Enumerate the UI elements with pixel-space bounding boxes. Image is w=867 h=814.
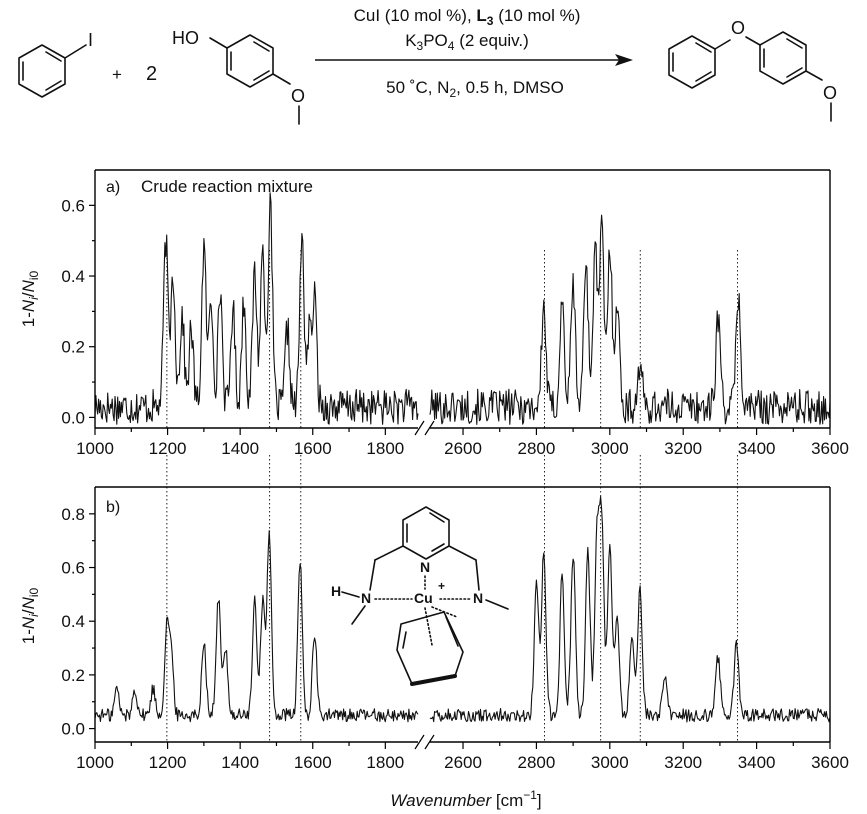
panel-a: 0.0 0.2 0.4 0.6 1000 1200 1400 1600 1800 2600 280… — [19, 169, 849, 458]
panel-a-x-tick-label: 3400 — [738, 439, 776, 458]
panel-a-y-axis: 0.0 0.2 0.4 0.6 — [61, 196, 95, 427]
panel-a-x-tick-label: 1000 — [76, 439, 114, 458]
ether-oxygen-label: O — [731, 18, 745, 38]
panel-a-x-tick-label: 3000 — [591, 439, 629, 458]
panel-b-x-tick-label: 1400 — [221, 753, 259, 772]
iodobenzene-structure: I — [18, 30, 93, 98]
panel-a-x-tick-label: 2600 — [444, 439, 482, 458]
product-methoxy-oxygen-label: O — [823, 83, 837, 103]
pyridine-nitrogen-label: N — [420, 559, 430, 575]
panel-a-x-tick-label: 1800 — [366, 439, 404, 458]
panel-a-x-tick-label: 1200 — [149, 439, 187, 458]
hydroxyl-label: HO — [172, 28, 199, 48]
panel-b-y-tick-label: 0.4 — [61, 612, 85, 631]
panel-b-x-tick-label: 1800 — [366, 753, 404, 772]
panel-a-spectrum-right — [429, 214, 831, 425]
complex-charge: + — [438, 579, 445, 593]
panel-a-guide-lines — [166, 250, 739, 428]
panel-a-x-tick-label: 3200 — [664, 439, 702, 458]
panel-b-frame — [94, 486, 831, 750]
amine-nitrogen-right-label: N — [473, 590, 483, 606]
panel-a-x-tick-label: 1600 — [294, 439, 332, 458]
panel-b-x-tick-label: 2800 — [518, 753, 556, 772]
panel-b-x-tick-label: 2600 — [444, 753, 482, 772]
panel-b-spectrum-left — [94, 530, 419, 723]
panel-a-label: a) — [106, 179, 120, 196]
plus-sign: + — [112, 65, 122, 84]
panel-b-y-axis-label: 1-Ni/Ni0 — [19, 587, 41, 644]
panel-a-y-axis-label: 1-Ni/Ni0 — [19, 270, 41, 327]
panel-a-x-tick-label: 3600 — [811, 439, 849, 458]
panel-b-x-tick-label: 3600 — [811, 753, 849, 772]
methoxyphenol-structure: HO O — [172, 28, 305, 125]
panel-b-y-tick-label: 0.0 — [61, 720, 85, 739]
reaction-scheme: I + 2 HO O CuI (10 mol %), L3 (10 mol %)… — [18, 6, 837, 125]
panel-b-x-tick-label: 1000 — [76, 753, 114, 772]
panel-b-x-tick-label: 3000 — [591, 753, 629, 772]
panel-b: 0.0 0.2 0.4 0.6 0.8 1000 1200 1400 1600 1800 2600… — [19, 455, 849, 810]
panel-a-x-tick-label: 2800 — [518, 439, 556, 458]
x-axis-label: Wavenumber [cm−1] — [390, 788, 541, 810]
panel-a-y-tick-label: 0.2 — [61, 338, 85, 357]
panel-b-x-tick-label: 3400 — [738, 753, 776, 772]
panel-b-label: b) — [106, 499, 120, 516]
conditions-catalyst: CuI (10 mol %), L3 (10 mol %) — [354, 6, 581, 28]
methoxy-oxygen-label: O — [291, 86, 305, 106]
panel-b-x-tick-label: 1200 — [149, 753, 187, 772]
panel-b-y-axis: 0.0 0.2 0.4 0.6 0.8 — [61, 505, 95, 739]
product-structure: O O — [668, 18, 837, 122]
panel-a-title: Crude reaction mixture — [141, 177, 313, 196]
stoichiometric-coefficient: 2 — [146, 63, 157, 85]
conditions-base: K3PO4 (2 equiv.) — [405, 31, 529, 53]
panel-b-x-axis: 1000 1200 1400 1600 1800 2600 2800 3000 3200 3400… — [76, 742, 849, 772]
panel-b-y-tick-label: 0.2 — [61, 666, 85, 685]
panel-b-spectrum-right — [429, 496, 831, 723]
panel-a-x-tick-label: 1400 — [221, 439, 259, 458]
panel-b-y-tick-label: 0.8 — [61, 505, 85, 524]
panel-a-frame — [94, 169, 831, 436]
amine-nitrogen-left-label: N — [361, 590, 371, 606]
panel-b-x-tick-label: 1600 — [294, 753, 332, 772]
panel-a-y-tick-label: 0.0 — [61, 408, 85, 427]
iodine-atom-label: I — [88, 30, 93, 50]
panel-a-y-tick-label: 0.4 — [61, 267, 85, 286]
copper-complex-structure: N N H N Cu + — [331, 506, 509, 686]
amine-hydrogen-label: H — [331, 583, 341, 599]
reaction-arrow — [315, 54, 633, 66]
panel-b-y-tick-label: 0.6 — [61, 559, 85, 578]
panel-a-y-tick-label: 0.6 — [61, 196, 85, 215]
panel-b-x-tick-label: 3200 — [664, 753, 702, 772]
panel-a-x-axis: 1000 1200 1400 1600 1800 2600 2800 3000 3200 3400… — [76, 428, 849, 458]
conditions-temperature: 50 ˚C, N2, 0.5 h, DMSO — [386, 78, 564, 100]
copper-atom-label: Cu — [414, 590, 433, 606]
panel-a-spectrum-left — [94, 192, 419, 425]
